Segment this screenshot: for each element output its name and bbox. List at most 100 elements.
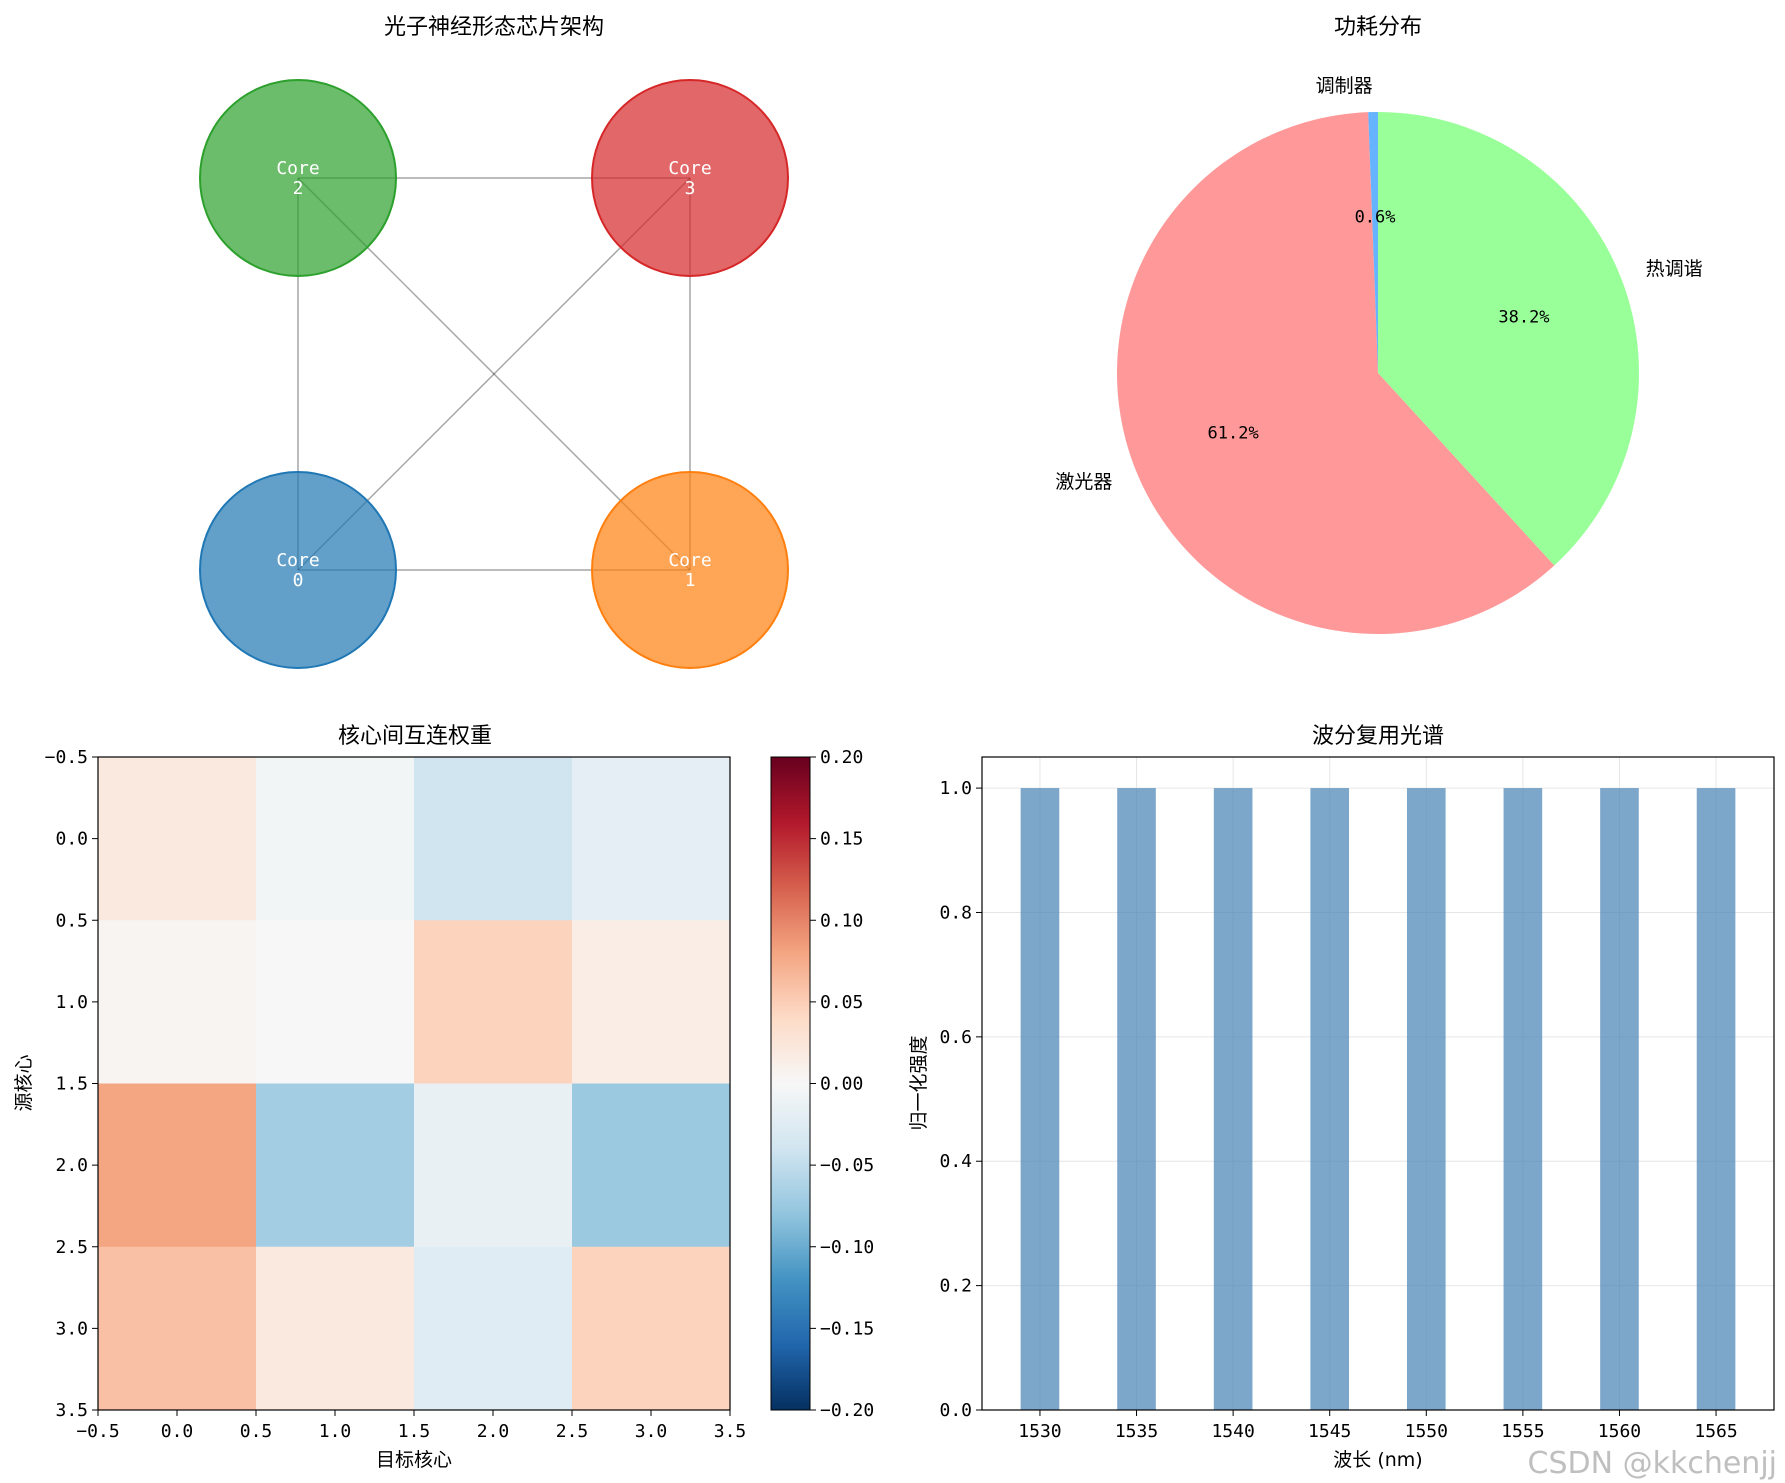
bar-1535 [1117, 788, 1156, 1410]
heatmap-cell [572, 1083, 731, 1248]
heatmap-panel: 核心间互连权重 −0.5 0.0 0.5 1.0 1.5 2.0 2.5 3.0 3.5 −0.… [13, 724, 874, 1471]
node-group: Core 0 Core 1 Core 2 Core 3 [199, 79, 789, 669]
pie-pct-2: 0.6% [1355, 207, 1396, 227]
core-label-2: Core 2 [276, 158, 319, 199]
core-label-0: Core 0 [276, 550, 319, 591]
pie-label-0: 热调谐 [1646, 258, 1703, 280]
architecture-title: 光子神经形态芯片架构 [384, 15, 604, 40]
bar-x-tick-label: 1550 [1405, 1421, 1448, 1442]
heatmap-cell [414, 1246, 573, 1411]
heatmap-y-tick-label: −0.5 [45, 747, 88, 768]
core-node-1 [591, 471, 789, 669]
heatmap-cell [256, 920, 415, 1084]
bar-y-tick-label: 0.6 [939, 1027, 972, 1048]
colorbar-tick-label: 0.00 [820, 1074, 863, 1095]
core-label-1: Core 1 [668, 550, 711, 591]
colorbar-ticks: 0.20 0.15 0.10 0.05 0.00 −0.05 −0.10 −0.15 −0.20 [810, 747, 874, 1421]
pie-pct-1: 61.2% [1208, 423, 1259, 443]
pie-label-2: 调制器 [1316, 75, 1373, 97]
pie-labels: 热调谐 38.2% 激光器 61.2% 调制器 0.6% [1055, 75, 1702, 493]
bar-1540 [1213, 788, 1253, 1410]
heatmap-cell [98, 1083, 257, 1248]
bar-x-tick-label: 1530 [1018, 1421, 1061, 1442]
core-label-3: Core 3 [668, 158, 711, 199]
heatmap-y-tick-label: 3.0 [55, 1318, 88, 1339]
heatmap-cell [572, 1246, 731, 1411]
heatmap-cell [572, 757, 731, 921]
bar-x-tick-label: 1540 [1211, 1421, 1254, 1442]
bar-series [1020, 788, 1736, 1410]
bar-x-tick-label: 1565 [1694, 1421, 1737, 1442]
heatmap-cell [572, 920, 731, 1084]
heatmap-cells [98, 757, 731, 1411]
pie-title: 功耗分布 [1334, 15, 1422, 40]
heatmap-cell [414, 920, 573, 1084]
pie-pct-0: 38.2% [1498, 307, 1549, 327]
bar-xlabel: 波长 (nm) [1333, 1449, 1422, 1471]
heatmap-ylabel: 源核心 [13, 1054, 35, 1111]
watermark: CSDN @kkchenjj [1527, 1446, 1777, 1481]
colorbar-tick-label: 0.20 [820, 747, 863, 768]
bar-y-tick-label: 0.2 [939, 1276, 972, 1297]
heatmap-y-ticks: −0.5 0.0 0.5 1.0 1.5 2.0 2.5 3.0 3.5 [45, 747, 98, 1421]
heatmap-x-tick-label: 2.5 [556, 1421, 589, 1442]
colorbar-tick-label: 0.10 [820, 910, 863, 931]
bar-x-tick-label: 1545 [1308, 1421, 1351, 1442]
wdm-spectrum-panel: 波分复用光谱 1530 1535 1540 1545 1550 1555 1560 1565 … [908, 724, 1775, 1471]
bar-1550 [1406, 788, 1446, 1410]
power-pie-panel: 功耗分布 热调谐 38.2% 激光器 61.2% 调制器 0.6% [1055, 15, 1703, 635]
bar-ylabel: 归一化强度 [908, 1035, 930, 1130]
bar-x-ticks: 1530 1535 1540 1545 1550 1555 1560 1565 [1018, 1410, 1738, 1442]
heatmap-y-tick-label: 1.0 [55, 992, 88, 1013]
heatmap-y-tick-label: 0.0 [55, 829, 88, 850]
core-node-0 [199, 471, 397, 669]
bar-1555 [1503, 788, 1543, 1410]
bar-frame [981, 756, 1775, 1411]
heatmap-title: 核心间互连权重 [338, 724, 492, 749]
heatmap-cell [414, 757, 573, 921]
bar-x-tick-label: 1535 [1115, 1421, 1158, 1442]
bar-y-tick-label: 0.8 [939, 902, 972, 923]
bar-1530 [1020, 788, 1060, 1410]
heatmap-x-tick-label: 1.0 [319, 1421, 352, 1442]
bar-y-tick-label: 0.0 [939, 1400, 972, 1421]
heatmap-cell [414, 1083, 573, 1248]
heatmap-x-tick-label: 0.0 [161, 1421, 194, 1442]
heatmap-cell [98, 920, 257, 1084]
colorbar-tick-label: 0.05 [820, 992, 863, 1013]
pie-label-1: 激光器 [1055, 471, 1112, 493]
bar-1560 [1600, 788, 1639, 1410]
bar-x-tick-label: 1555 [1501, 1421, 1544, 1442]
pie-slice-0 [1378, 112, 1640, 566]
heatmap-y-tick-label: 3.5 [55, 1400, 88, 1421]
core-node-2 [199, 79, 397, 277]
heatmap-xlabel: 目标核心 [376, 1449, 452, 1471]
heatmap-x-tick-label: −0.5 [76, 1421, 119, 1442]
heatmap-y-tick-label: 0.5 [55, 910, 88, 931]
colorbar [770, 756, 811, 1411]
heatmap-x-tick-label: 3.0 [635, 1421, 668, 1442]
heatmap-y-tick-label: 2.0 [55, 1155, 88, 1176]
bar-y-tick-label: 1.0 [939, 778, 972, 799]
pie-slice-2 [1368, 112, 1378, 373]
heatmap-y-tick-label: 1.5 [55, 1074, 88, 1095]
pie-slices [1117, 112, 1640, 635]
architecture-panel: 光子神经形态芯片架构 Core 0 Core 1 Core 2 Core 3 [199, 15, 789, 669]
colorbar-tick-label: −0.20 [820, 1400, 874, 1421]
colorbar-tick-label: −0.10 [820, 1237, 874, 1258]
colorbar-tick-label: −0.15 [820, 1318, 874, 1339]
heatmap-x-tick-label: 0.5 [240, 1421, 273, 1442]
colorbar-tick-label: 0.15 [820, 829, 863, 850]
colorbar-tick-label: −0.05 [820, 1155, 874, 1176]
heatmap-cell [256, 1246, 415, 1411]
pie-slice-1 [1117, 112, 1555, 635]
bar-x-tick-label: 1560 [1598, 1421, 1641, 1442]
bar-1545 [1310, 788, 1350, 1410]
bar-y-tick-label: 0.4 [939, 1151, 972, 1172]
heatmap-x-tick-label: 2.0 [477, 1421, 510, 1442]
heatmap-cell [256, 1083, 415, 1248]
bar-title: 波分复用光谱 [1312, 724, 1444, 749]
heatmap-cell [98, 757, 257, 921]
bar-grid [982, 757, 1774, 1411]
